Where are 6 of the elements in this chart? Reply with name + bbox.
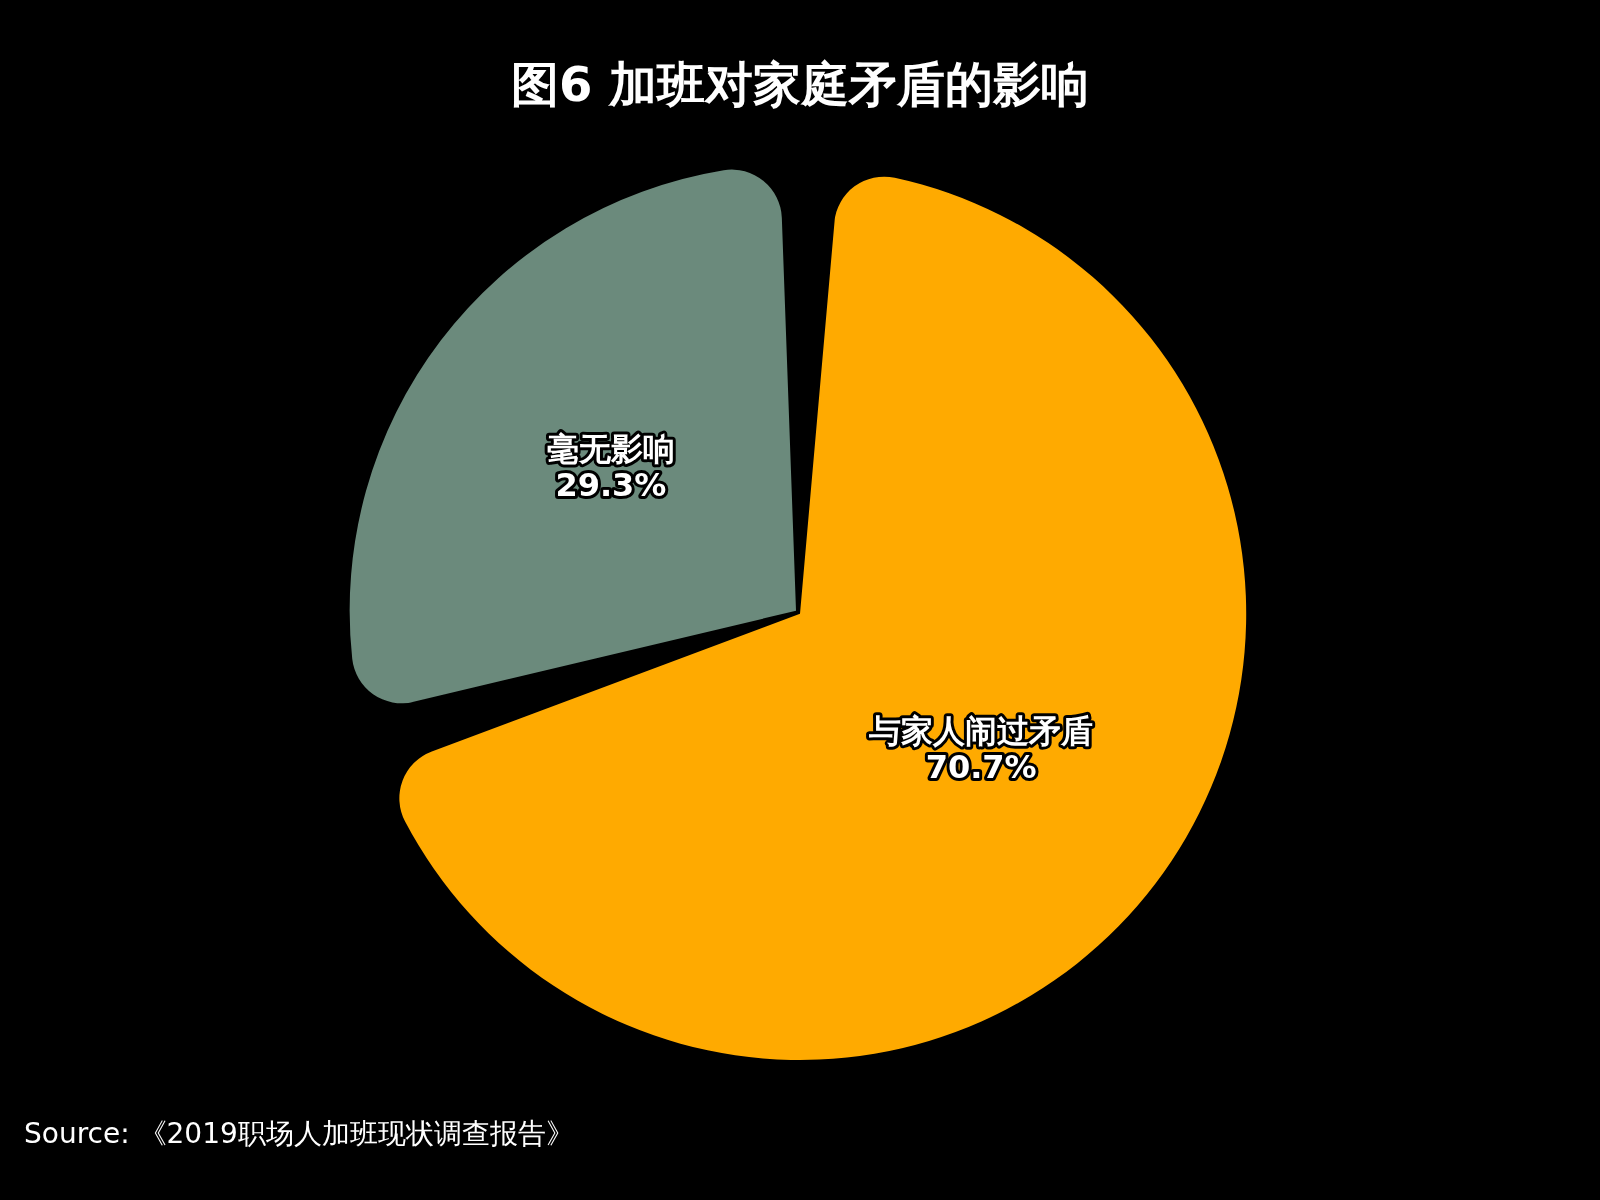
slice-label: 毫无影响 xyxy=(546,430,675,469)
data-label: 70.7% xyxy=(925,747,1037,786)
source-note: Source: 《2019职场人加班现状调查报告》 xyxy=(24,1116,574,1152)
data-label: 29.3% xyxy=(555,466,667,505)
slice-label: 与家人闹过矛盾 xyxy=(868,711,1094,750)
chart-title: 图6 加班对家庭矛盾的影响 xyxy=(510,56,1090,113)
